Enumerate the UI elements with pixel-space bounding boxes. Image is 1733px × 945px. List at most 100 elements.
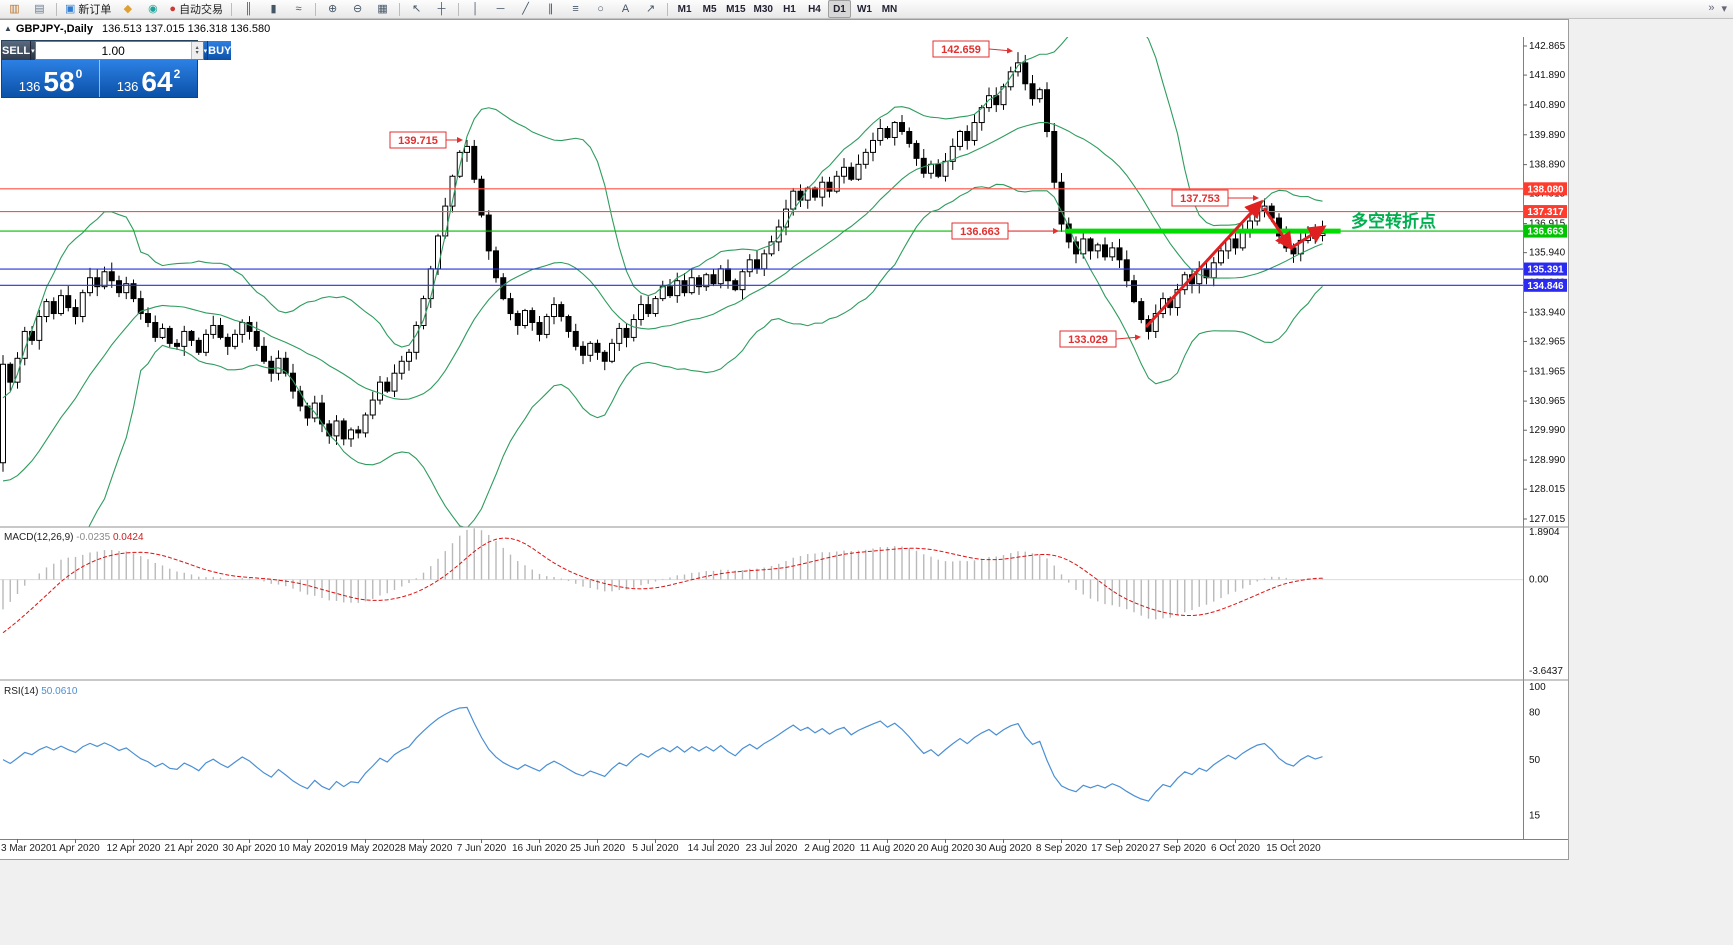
trend-arrow[interactable] bbox=[1144, 199, 1264, 329]
turning-point-annotation[interactable]: 多空转折点 bbox=[1351, 211, 1436, 231]
sell-price-display[interactable]: 136 58 0 bbox=[2, 60, 100, 97]
price-tag bbox=[1524, 262, 1567, 276]
toolbar-new-chart[interactable]: ▥ bbox=[3, 0, 26, 18]
date-axis-label: 17 Sep 2020 bbox=[1091, 843, 1148, 854]
shapes-tool-icon: ○ bbox=[597, 2, 604, 15]
buy-button[interactable]: BUY bbox=[208, 41, 232, 60]
date-axis-label: 25 Jun 2020 bbox=[570, 843, 625, 854]
toolbar-tf-w1[interactable]: W1 bbox=[853, 0, 876, 18]
toolbar-horizontal-line-tool[interactable]: ─ bbox=[489, 0, 512, 18]
price-callout-text: 136.663 bbox=[960, 226, 1000, 238]
macd-panel bbox=[0, 528, 1523, 634]
tf-m5-label: M5 bbox=[702, 3, 717, 15]
date-axis-label: 3 Mar 2020 bbox=[1, 843, 52, 854]
buy-options-dropdown[interactable]: ▾ bbox=[203, 41, 209, 60]
chart-canvas[interactable]: 142.659 139.715 137.753 136.663 133.029 多空转折点… bbox=[0, 37, 1568, 859]
toolbar-metaeditor[interactable]: ◆ bbox=[116, 0, 139, 18]
chart-window-titlebar[interactable]: ▲ GBPJPY-,Daily 136.513 137.015 136.318 … bbox=[0, 20, 1568, 37]
date-axis-label: 21 Apr 2020 bbox=[165, 843, 219, 854]
sell-options-dropdown[interactable]: ▾ bbox=[30, 41, 35, 60]
price-callout-box[interactable] bbox=[389, 131, 447, 149]
toolbar-line-chart-mode[interactable]: ≈ bbox=[287, 0, 310, 18]
price-callout-box[interactable] bbox=[951, 222, 1009, 240]
toolbar-text-tool[interactable]: A bbox=[614, 0, 637, 18]
rsi-panel bbox=[2, 706, 1323, 802]
price-axis-label: 141.890 bbox=[1529, 70, 1566, 81]
price-callout-box[interactable] bbox=[1059, 330, 1117, 348]
fibonacci-tool-icon: ≡ bbox=[572, 2, 579, 15]
buy-price-point: 2 bbox=[173, 67, 181, 81]
toolbar-channel-tool[interactable]: ∥ bbox=[539, 0, 562, 18]
vertical-line-tool-icon: │ bbox=[472, 2, 479, 15]
toolbar-tf-m30[interactable]: M30 bbox=[751, 0, 776, 18]
arrange-windows-icon: ▦ bbox=[377, 2, 388, 15]
tf-d1-label: D1 bbox=[833, 3, 846, 15]
new-chart-icon: ▥ bbox=[9, 2, 20, 15]
date-axis-label: 5 Jul 2020 bbox=[632, 843, 679, 854]
bollinger-middle-band bbox=[2, 121, 1323, 482]
toolbar-trendline-tool[interactable]: ╱ bbox=[514, 0, 537, 18]
price-callout-box[interactable] bbox=[932, 40, 990, 58]
bollinger-lower-band bbox=[88, 183, 1323, 527]
sell-price-point: 0 bbox=[75, 67, 83, 81]
volume-field: ▴ ▾ bbox=[34, 41, 204, 60]
toolbar-vertical-line-tool[interactable]: │ bbox=[464, 0, 487, 18]
toolbar-auto-trading[interactable]: ● 自动交易 bbox=[166, 0, 226, 18]
toolbar-zoom-out[interactable]: ⊖ bbox=[346, 0, 369, 18]
macd-axis-label: -3.6437 bbox=[1529, 666, 1563, 677]
toolbar-tf-m1[interactable]: M1 bbox=[673, 0, 696, 18]
toolbar-arrow-tool[interactable]: ↗ bbox=[639, 0, 662, 18]
macd-axis-label: 1.8904 bbox=[1529, 527, 1560, 538]
price-tag bbox=[1524, 278, 1567, 292]
price-axis-label: 140.890 bbox=[1529, 100, 1566, 111]
toolbar-arrange-windows[interactable]: ▦ bbox=[371, 0, 394, 18]
text-tool-icon: A bbox=[621, 2, 630, 15]
toolbar-crosshair[interactable]: ┼ bbox=[430, 0, 453, 18]
metaeditor-icon: ◆ bbox=[123, 2, 133, 15]
zoom-in-icon: ⊕ bbox=[327, 2, 338, 15]
toolbar-new-order[interactable]: ▣ 新订单 bbox=[62, 0, 114, 18]
price-callout-box[interactable] bbox=[1171, 189, 1229, 207]
toolbar-tf-d1[interactable]: D1 bbox=[827, 0, 851, 18]
date-axis-label: 6 Oct 2020 bbox=[1211, 843, 1260, 854]
toolbar-shapes-tool[interactable]: ○ bbox=[589, 0, 612, 18]
toolbar-tf-mn[interactable]: MN bbox=[878, 0, 901, 18]
toolbar-candlestick-mode[interactable]: ▮ bbox=[262, 0, 285, 18]
toolbar-expert-advisors[interactable]: ◉ bbox=[141, 0, 164, 18]
toolbar-separator bbox=[56, 2, 57, 16]
bar-chart-mode-icon: ║ bbox=[244, 2, 253, 15]
toolbar-bar-chart-mode[interactable]: ║ bbox=[237, 0, 260, 18]
price-axis-label: 128.990 bbox=[1529, 455, 1566, 466]
toolbar-tf-h1[interactable]: H1 bbox=[778, 0, 801, 18]
sell-button[interactable]: SELL bbox=[2, 41, 31, 60]
trend-arrow[interactable] bbox=[1290, 225, 1327, 250]
toolbar-chart-profiles[interactable]: ▤ bbox=[28, 0, 51, 18]
toolbar-separator bbox=[399, 2, 401, 16]
toolbar-separator bbox=[315, 2, 317, 16]
toolbar-customize-icon[interactable]: ▾ bbox=[1721, 3, 1727, 15]
toolbar-zoom-in[interactable]: ⊕ bbox=[321, 0, 344, 18]
toolbar-more-icon[interactable]: » bbox=[1708, 2, 1715, 14]
rsi-axis-label: 100 bbox=[1529, 682, 1546, 693]
expert-advisors-icon: ◉ bbox=[148, 2, 158, 15]
toolbar-cursor[interactable]: ↖ bbox=[405, 0, 428, 18]
chart-window-title: GBPJPY-,Daily bbox=[15, 22, 93, 35]
volume-spinner[interactable]: ▴ ▾ bbox=[190, 42, 203, 59]
rsi-axis-label: 15 bbox=[1529, 810, 1541, 821]
new-order-icon: ▣ bbox=[65, 2, 76, 15]
volume-input[interactable] bbox=[35, 42, 191, 59]
price-tag-label: 138.080 bbox=[1527, 184, 1564, 195]
toolbar-fibonacci-tool[interactable]: ≡ bbox=[564, 0, 587, 18]
price-axis-label: 136.915 bbox=[1529, 219, 1566, 230]
toolbar-tf-m5[interactable]: M5 bbox=[698, 0, 721, 18]
main-toolbar: ▥ ▤ ▣ 新订单 ◆ ◉ ● 自动交易 ║ ▮ ≈ ⊕ ⊖ ▦ ↖ ┼ │ ─ ╱ ∥ ≡ ○ A ↗ M1 M5 M15 M30 H… bbox=[0, 0, 1733, 19]
buy-price-display[interactable]: 136 64 2 bbox=[100, 60, 197, 97]
trend-arrow[interactable] bbox=[1262, 207, 1293, 251]
price-axis-label: 127.015 bbox=[1529, 514, 1566, 525]
macd-histogram bbox=[2, 528, 1324, 620]
date-axis-label: 30 Apr 2020 bbox=[223, 843, 277, 854]
toolbar-tf-m15[interactable]: M15 bbox=[723, 0, 748, 18]
price-tag bbox=[1524, 224, 1567, 238]
toolbar-tf-h4[interactable]: H4 bbox=[803, 0, 826, 18]
